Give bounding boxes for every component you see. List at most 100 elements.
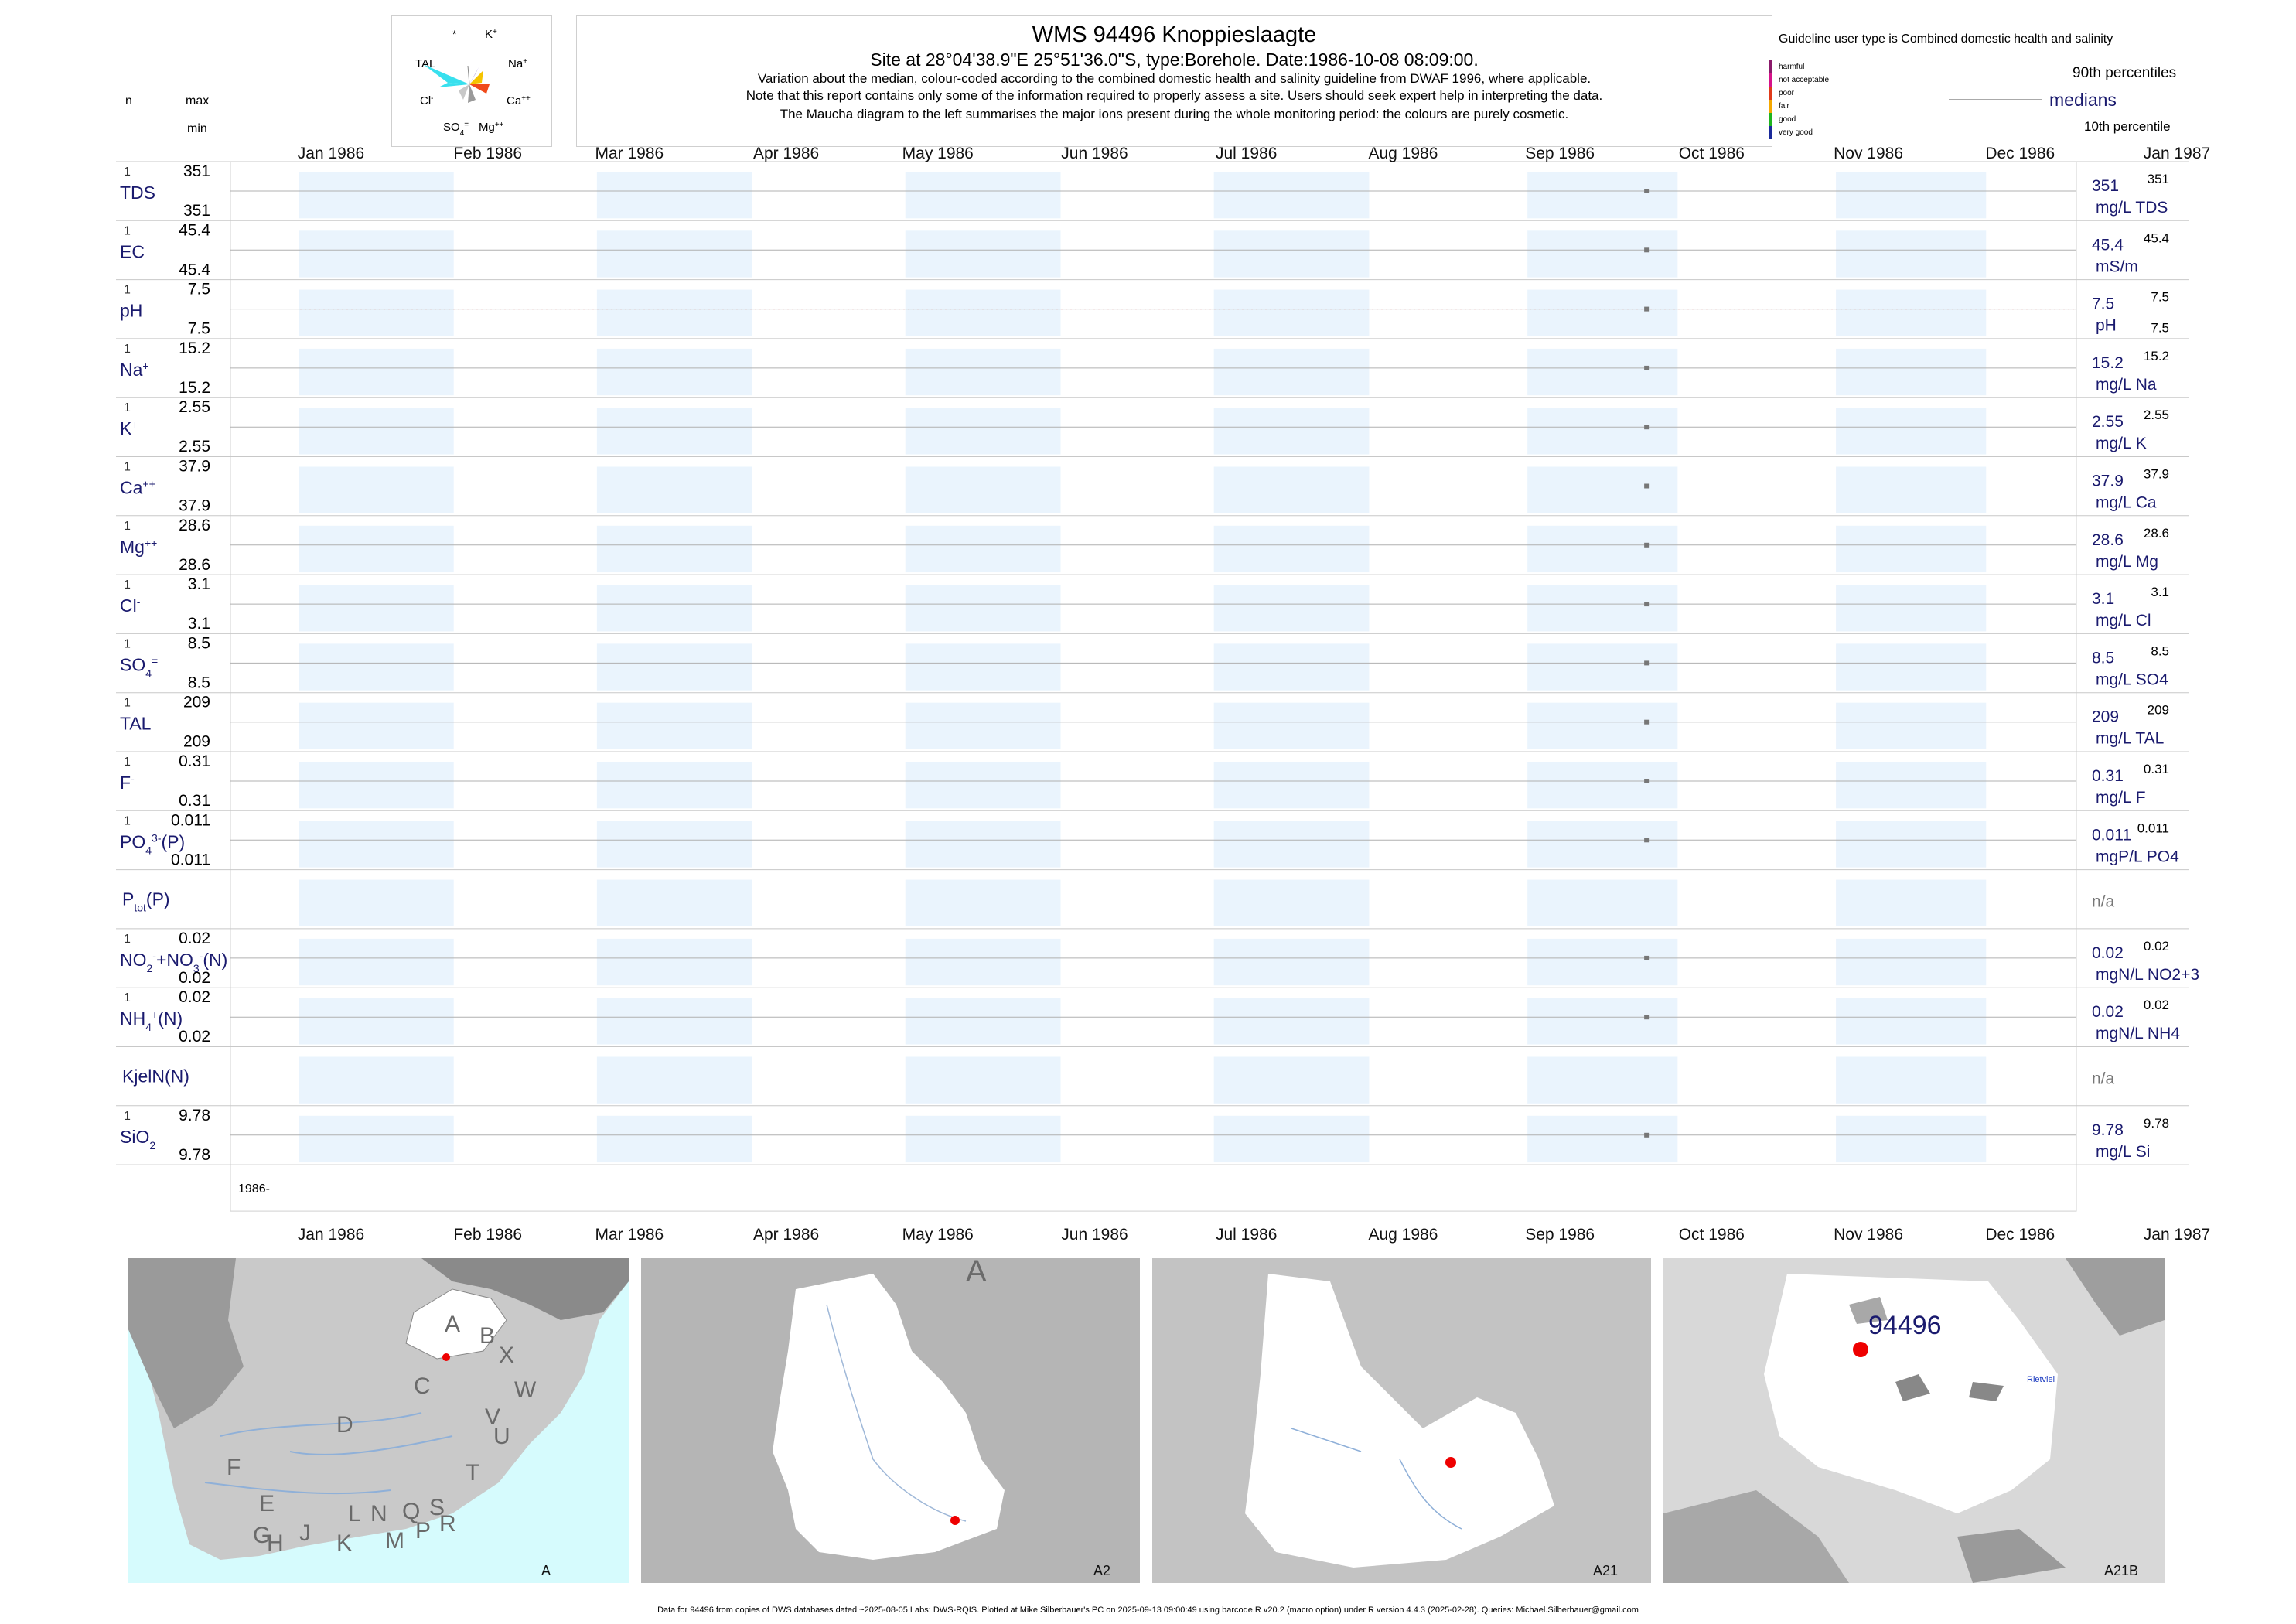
map-region-letter: N — [370, 1501, 387, 1527]
row-label: PO43-(P) — [120, 831, 185, 856]
right-na: n/a — [2092, 1070, 2115, 1088]
map-a2-region-label: A — [966, 1258, 987, 1288]
row-max: 8.5 — [188, 634, 210, 652]
month-shade — [596, 348, 752, 396]
month-shade — [1213, 408, 1370, 455]
map-region-letter: R — [439, 1511, 456, 1537]
note-line-3: The Maucha diagram to the left summarise… — [780, 107, 1569, 121]
legend-label: not acceptable — [1779, 76, 1830, 84]
right-p90: 209 — [2148, 703, 2169, 718]
row-label: K+ — [120, 418, 138, 438]
month-shade — [905, 821, 1061, 868]
maucha-tal-label: TAL — [415, 57, 435, 70]
map-region-letter: P — [415, 1518, 431, 1544]
month-label-top: Jan 1986 — [298, 145, 364, 162]
sample-point — [1644, 365, 1650, 370]
map-region-letter: D — [336, 1412, 353, 1438]
month-shade — [1836, 466, 1987, 513]
month-shade — [1213, 348, 1370, 396]
right-p90: 8.5 — [2151, 643, 2169, 658]
sample-point — [1644, 425, 1650, 430]
legend-label: very good — [1779, 128, 1813, 137]
month-shade — [1527, 1056, 1678, 1104]
map-region-letter: S — [429, 1495, 445, 1520]
month-shade — [299, 466, 454, 513]
month-shade — [1527, 230, 1678, 278]
row-count: 1 — [124, 461, 131, 474]
row-count: 1 — [124, 284, 131, 297]
right-median: 351 — [2092, 177, 2119, 195]
month-shade — [1836, 1115, 1987, 1163]
month-shade — [299, 1056, 454, 1104]
month-shade — [905, 938, 1061, 986]
row-max: 3.1 — [188, 575, 210, 593]
row-min: 8.5 — [188, 674, 210, 691]
right-p90: 45.4 — [2144, 230, 2169, 245]
map-panel-a2: A A2 — [641, 1258, 1140, 1583]
row-min: 0.02 — [179, 969, 210, 987]
month-shade — [1836, 289, 1987, 336]
row-min: 0.31 — [179, 792, 210, 810]
row-count: 1 — [124, 578, 131, 592]
month-shade — [299, 762, 454, 809]
map-region-letter: J — [299, 1520, 311, 1546]
month-shade — [905, 408, 1061, 455]
month-shade — [299, 525, 454, 573]
month-shade — [1836, 525, 1987, 573]
row-min: 0.011 — [171, 851, 210, 868]
month-shade — [1836, 998, 1987, 1045]
row-label: pH — [120, 301, 142, 321]
right-unit: mg/L SO4 — [2096, 670, 2168, 688]
sample-point — [1644, 189, 1650, 193]
note-line-2: Note that this report contains only some… — [745, 88, 1603, 103]
month-shade — [1527, 998, 1678, 1045]
col-n-heading: n — [125, 94, 132, 107]
row-max: 0.011 — [171, 811, 210, 829]
month-shade — [596, 998, 752, 1045]
month-shade — [299, 643, 454, 691]
month-shade — [596, 1056, 752, 1104]
map-a21b-caption: A21B — [2104, 1563, 2138, 1578]
map-region-letter: C — [414, 1373, 431, 1399]
month-shade — [1213, 585, 1370, 632]
month-shade — [905, 998, 1061, 1045]
row-label: EC — [120, 241, 145, 261]
legend-category: fair — [1769, 100, 1862, 113]
month-label-top: Oct 1986 — [1679, 145, 1745, 162]
legend-category: good — [1769, 113, 1862, 126]
right-unit: mg/L Na — [2096, 376, 2157, 394]
month-shade — [596, 821, 752, 868]
maucha-k-sector — [469, 67, 479, 84]
maucha-tal-sector — [423, 64, 469, 84]
month-shade — [1213, 230, 1370, 278]
maucha-na-sector — [469, 70, 483, 84]
month-shade — [1836, 643, 1987, 691]
month-shade — [1836, 585, 1987, 632]
month-shade — [596, 408, 752, 455]
map-site-label: 94496 — [1868, 1311, 1942, 1340]
month-shade — [299, 879, 454, 926]
right-unit: mgN/L NH4 — [2096, 1025, 2180, 1042]
guideline-text: Guideline user type is Combined domestic… — [1779, 32, 2113, 46]
month-shade — [905, 348, 1061, 396]
site-subtitle: Site at 28°04'38.9"E 25°51'36.0"S, type:… — [870, 49, 1479, 70]
barcode-chart: 1 351 351 TDS 351 mg/L TDS 351 1 45.4 45.4 EC 45.4 m… — [116, 145, 2210, 1244]
medians-label: medians — [2049, 90, 2117, 110]
row-label: SiO2 — [120, 1127, 155, 1151]
row-label: Na+ — [120, 360, 149, 380]
row-max: 209 — [183, 694, 210, 711]
row-min: 45.4 — [179, 261, 210, 278]
map-region-letter: G — [253, 1523, 271, 1548]
right-median: 9.78 — [2092, 1121, 2124, 1139]
maucha-cl-label: Cl- — [420, 94, 434, 108]
right-median: 3.1 — [2092, 590, 2114, 608]
right-median: 15.2 — [2092, 354, 2124, 372]
map-region-letter: M — [385, 1528, 404, 1554]
map-region-letter: E — [259, 1491, 275, 1517]
month-shade — [299, 172, 454, 219]
legend-swatch — [1769, 126, 1772, 139]
right-unit: mg/L K — [2096, 435, 2147, 452]
month-shade — [905, 702, 1061, 749]
row-label: Cl- — [120, 595, 141, 616]
map-region-letter: Q — [402, 1499, 420, 1524]
